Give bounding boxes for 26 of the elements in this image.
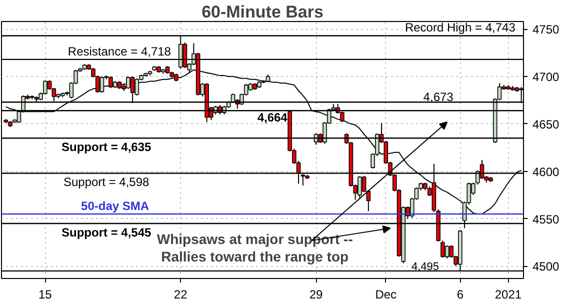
ref-line-label: Support = 4,545: [61, 225, 152, 240]
ref-line-label: 4,664: [257, 110, 288, 125]
ref-line-label: Resistance = 4,718: [68, 44, 172, 58]
x-tick-label: Dec: [375, 288, 397, 302]
candlestick: [100, 76, 104, 94]
candlestick: [134, 78, 140, 96]
ref-line-label: 50-day SMA: [81, 199, 150, 214]
chart-title: 60-Minute Bars: [202, 2, 324, 22]
y-tick-label: 4750: [532, 22, 560, 37]
ref-line-label: Record High = 4,743: [404, 20, 516, 35]
y-tick-label: 4700: [532, 70, 560, 84]
x-tick-label: 15: [38, 288, 52, 302]
ref-line-label: 4,495: [411, 260, 439, 273]
x-tick-label: 22: [174, 288, 188, 302]
y-tick-label: 4600: [532, 164, 560, 179]
y-tick-label: 4500: [532, 260, 560, 274]
x-tick-label: 6: [456, 288, 464, 302]
ref-line-label: 4,673: [423, 90, 454, 104]
ref-line-label: Support = 4,635: [61, 140, 152, 154]
candlestick: [444, 244, 450, 260]
y-tick-label: 4550: [532, 212, 560, 226]
ref-line-label: Support = 4,598: [63, 175, 150, 190]
annotation: Whipsaws at major support -- Rallies toward the range top: [156, 231, 354, 265]
y-tick-label: 4650: [532, 117, 560, 132]
x-tick-label: 2021: [494, 288, 522, 302]
x-tick-label: 29: [309, 288, 324, 302]
